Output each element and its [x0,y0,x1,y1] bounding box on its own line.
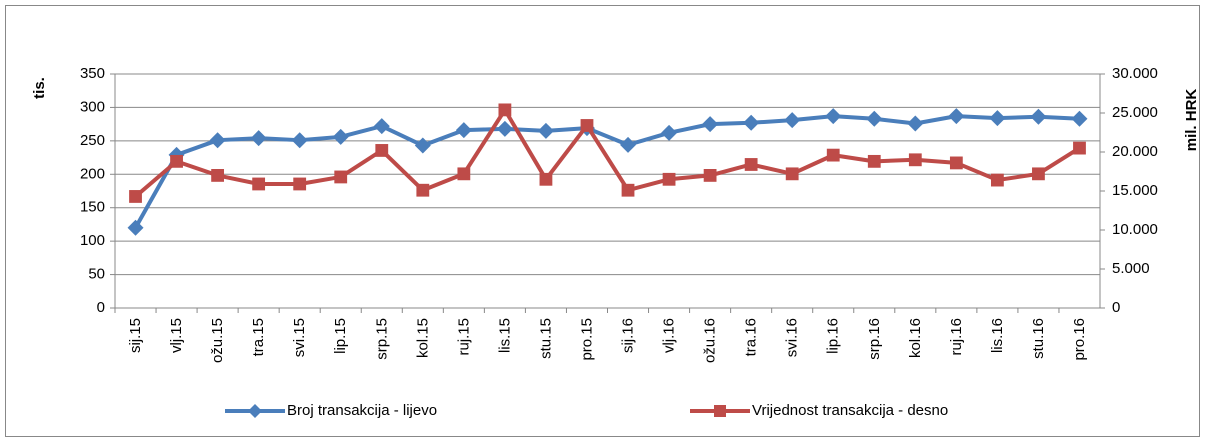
square-marker [990,173,1004,187]
x-tick-label: lis.16 [989,318,1006,353]
y2-axis-label: mil. HRK [1183,89,1200,152]
x-tick-label: kol.15 [414,318,431,358]
x-tick-label: tra.15 [250,318,267,356]
square-marker [293,177,307,191]
diamond-marker [496,120,513,137]
x-tick-label: ožu.16 [702,318,719,363]
square-marker [498,103,512,117]
square-marker [867,154,881,168]
y-tick-label: 200 [80,165,105,182]
y2-tick-label: 20.000 [1112,143,1158,160]
square-marker [170,154,183,168]
x-tick-label: vlj.15 [168,318,185,353]
x-tick-label: pro.15 [578,318,595,361]
diamond-marker [455,122,472,139]
diamond-marker [661,124,678,141]
diamond-marker [825,108,842,125]
diamond-marker [702,116,719,133]
x-tick-label: lip.16 [825,318,842,354]
y2-tick-label: 10.000 [1112,221,1158,238]
square-marker [621,183,635,197]
y-tick-label: 300 [80,98,105,115]
square-marker [908,153,922,167]
y2-tick-label: 15.000 [1112,182,1158,199]
diamond-marker [291,132,308,149]
x-tick-label: ruj.15 [455,318,472,356]
x-tick-label: svi.16 [784,318,801,357]
diamond-marker [784,112,801,129]
x-tick-label: sij.16 [620,318,637,353]
square-marker [580,119,594,132]
x-tick-label: svi.15 [291,318,308,357]
square-marker [1032,167,1045,181]
x-tick-label: ožu.15 [209,318,226,363]
diamond-marker [332,128,349,145]
x-tick-label: stu.15 [537,318,554,359]
square-marker [949,156,963,170]
chart-border [5,5,1200,437]
square-marker [539,172,553,186]
x-tick-label: lis.15 [496,318,513,353]
y-tick-label: 100 [80,232,105,249]
x-tick-label: kol.16 [907,318,924,358]
legend-label: Vrijednost transakcija - desno [752,402,948,419]
square-marker [785,167,799,181]
diamond-marker [209,132,226,149]
diamond-marker [743,114,760,131]
diamond-marker [989,110,1006,127]
y2-tick-label: 0 [1112,299,1120,316]
diamond-marker [537,122,554,139]
diamond-marker [866,110,883,127]
series-line [134,107,1081,198]
diamond-marker [1030,108,1047,125]
x-tick-label: pro.16 [1071,318,1088,361]
square-marker [211,169,225,182]
x-tick-label: vlj.16 [661,318,678,353]
y-tick-label: 350 [80,65,105,82]
y-tick-label: 0 [97,299,105,316]
x-tick-label: stu.16 [1030,318,1047,359]
y-tick-label: 50 [88,266,105,283]
square-marker [416,183,430,197]
square-marker [826,148,840,162]
legend-marker [714,405,726,417]
x-tick-label: tra.16 [743,318,760,356]
diamond-marker [373,118,390,135]
y-tick-label: 150 [80,199,105,216]
x-tick-label: sij.15 [127,318,144,353]
diamond-marker [250,130,267,147]
square-marker [252,177,266,191]
square-marker [703,169,717,182]
diamond-marker [620,136,637,153]
legend-label: Broj transakcija - lijevo [287,402,437,419]
diamond-marker [907,115,924,132]
y2-tick-label: 5.000 [1112,260,1150,277]
square-marker [662,172,676,186]
square-marker [744,158,758,171]
diamond-marker [127,219,144,236]
y2-tick-label: 30.000 [1112,65,1158,82]
diamond-marker [948,108,965,125]
square-marker [334,170,348,184]
y-axis-label: tis. [31,77,48,99]
x-tick-label: srp.16 [866,318,883,360]
square-marker [129,190,142,203]
x-tick-label: ruj.16 [948,318,965,356]
x-tick-label: srp.15 [373,318,390,360]
diamond-marker [414,137,431,154]
legend-marker [248,404,262,418]
x-tick-label: lip.15 [332,318,349,354]
diamond-marker [1071,110,1088,127]
square-marker [375,144,389,157]
y-tick-label: 250 [80,132,105,149]
square-marker [1073,141,1086,155]
square-marker [457,167,471,181]
y2-tick-label: 25.000 [1112,104,1158,121]
